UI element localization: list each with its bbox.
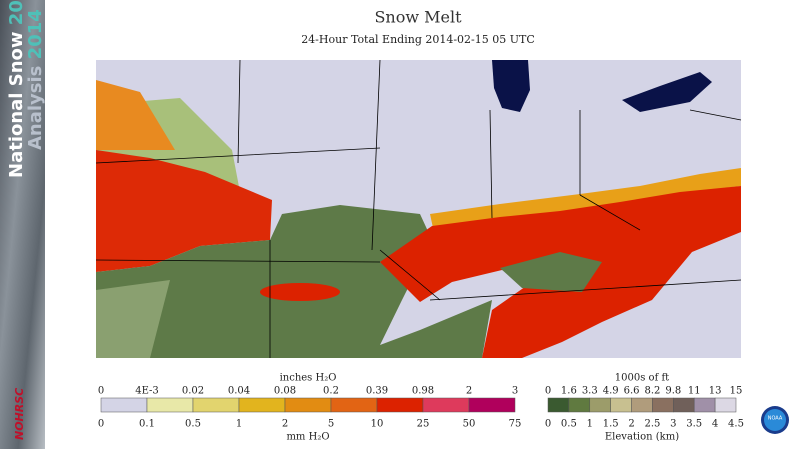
legend-label: 1.5 xyxy=(603,419,619,430)
map xyxy=(95,59,742,358)
legend-title: inches H₂O xyxy=(280,373,337,384)
color-swatch xyxy=(376,397,424,413)
legend-label: 0.2 xyxy=(323,386,339,397)
sidebar-logo: NOHRSC xyxy=(13,388,26,440)
legend-title: Elevation (km) xyxy=(605,432,679,443)
noaa-logo: NOAA xyxy=(761,406,789,434)
legend-label: 2 xyxy=(466,386,472,397)
legend-label: 4 xyxy=(712,419,718,430)
color-swatch xyxy=(146,397,194,413)
color-swatch xyxy=(238,397,286,413)
legend-label: 8.2 xyxy=(644,386,660,397)
legends: inches H₂O mm H₂O 0 4E-3 0.02 0.04 0.08 0.2 0.39… xyxy=(98,373,744,443)
legend-label: 13 xyxy=(709,386,722,397)
color-swatch xyxy=(568,397,591,413)
map-region xyxy=(96,150,272,272)
legend-label: 0 xyxy=(545,386,551,397)
map-region xyxy=(96,80,175,150)
legend-label: 3 xyxy=(512,386,518,397)
legend-label: 75 xyxy=(509,419,522,430)
color-swatch xyxy=(192,397,240,413)
legend-label: 15 xyxy=(730,386,743,397)
legend-label: 0 xyxy=(98,419,104,430)
legend-label: 3.5 xyxy=(686,419,702,430)
legend-label: 6.6 xyxy=(624,386,640,397)
color-swatch xyxy=(693,397,716,413)
legend-label: 0.02 xyxy=(182,386,204,397)
legend-label: 0.08 xyxy=(274,386,296,397)
legend-label: 4E-3 xyxy=(135,386,159,397)
legend-label: 2 xyxy=(282,419,288,430)
legend-label: 2.5 xyxy=(644,419,660,430)
sidebar-text: National Snow xyxy=(6,31,27,178)
legend-label: 3.3 xyxy=(582,386,598,397)
map-region xyxy=(260,283,340,301)
logo-text: NOAA xyxy=(768,416,783,422)
legend-label: 0 xyxy=(98,386,104,397)
map-region xyxy=(96,205,492,358)
legend-label: 1.6 xyxy=(561,386,577,397)
legend-label: 3 xyxy=(670,419,676,430)
sidebar-year: 2014 xyxy=(25,9,46,59)
legend-label: 0.5 xyxy=(561,419,577,430)
legend-label: 4.9 xyxy=(603,386,619,397)
legend-label: 0.39 xyxy=(366,386,388,397)
color-swatch xyxy=(422,397,470,413)
legend-label: 1 xyxy=(236,419,242,430)
sidebar-year: 2013 xyxy=(6,0,27,25)
legend-title: 1000s of ft xyxy=(615,373,669,384)
subtitle: 24-Hour Total Ending 2014-02-15 05 UTC xyxy=(301,33,535,46)
color-swatch xyxy=(284,397,332,413)
lake xyxy=(492,60,530,112)
map-region xyxy=(96,280,170,358)
legend-label: 0.5 xyxy=(185,419,201,430)
legend-label: 1 xyxy=(587,419,593,430)
legend-label: 5 xyxy=(328,419,334,430)
color-swatch xyxy=(589,397,611,413)
legend-label: 0.1 xyxy=(139,419,155,430)
legend-label: 0 xyxy=(545,419,551,430)
sidebar-text: Analysis xyxy=(25,66,46,150)
legend-label: 11 xyxy=(688,386,701,397)
svg-text:National Snow 2013: National Snow 2013 xyxy=(6,0,27,178)
legend-label: 25 xyxy=(417,419,430,430)
color-swatch xyxy=(468,397,516,413)
borders xyxy=(95,59,742,358)
color-swatch xyxy=(100,397,148,413)
sidebar-line1: National Snow 2013 xyxy=(6,0,27,178)
color-swatch xyxy=(330,397,378,413)
color-swatch xyxy=(631,397,653,413)
color-swatch xyxy=(547,397,570,413)
legend-label: 10 xyxy=(371,419,384,430)
svg-text:Analysis 2014: Analysis 2014 xyxy=(25,9,46,150)
color-swatch xyxy=(610,397,632,413)
map-region xyxy=(500,252,602,292)
color-swatch xyxy=(673,397,695,413)
color-swatch xyxy=(652,397,674,413)
color-swatch xyxy=(714,397,737,413)
logo-text: NOHRSC xyxy=(13,388,26,440)
legend-label: 4.5 xyxy=(728,419,744,430)
legend-label: 0.04 xyxy=(228,386,250,397)
legend-title: mm H₂O xyxy=(286,432,329,443)
lake xyxy=(622,72,712,112)
sidebar-line2: Analysis 2014 xyxy=(25,9,46,150)
legend-label: 0.98 xyxy=(412,386,434,397)
legend-label: 2 xyxy=(628,419,634,430)
sidebar xyxy=(0,0,45,449)
map-region xyxy=(622,322,741,358)
legend-label: 9.8 xyxy=(665,386,681,397)
legend-label: 50 xyxy=(463,419,476,430)
title: Snow Melt xyxy=(374,8,462,27)
